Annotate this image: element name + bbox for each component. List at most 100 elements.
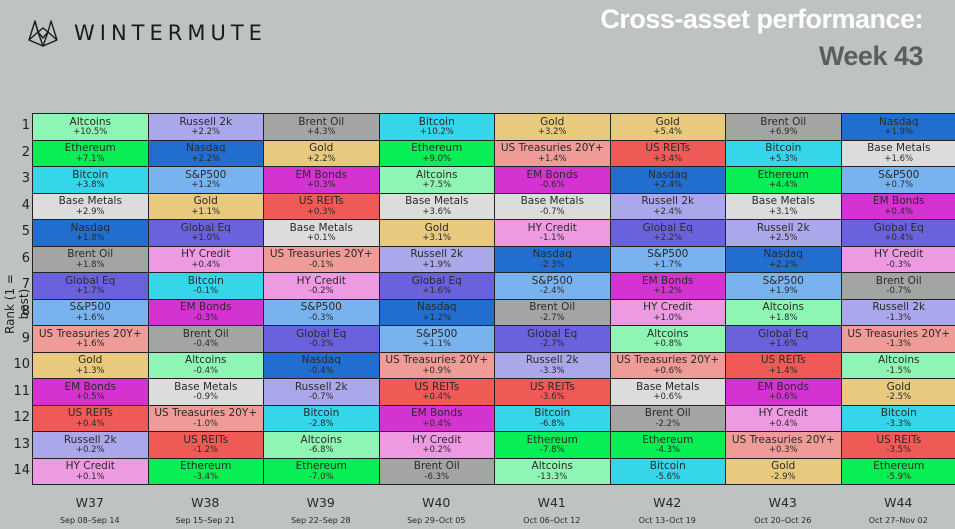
- asset-name: US Treasuries 20Y+: [38, 327, 142, 340]
- asset-name: Global Eq: [65, 274, 116, 287]
- asset-return: +0.2%: [422, 445, 452, 456]
- table-cell: EM Bonds +0.4%: [379, 405, 495, 432]
- table-cell: Altcoins -13.3%: [495, 458, 611, 485]
- asset-name: Bitcoin: [303, 407, 340, 420]
- rank-label: 12: [13, 410, 30, 426]
- table-cell: HY Credit +0.2%: [379, 432, 495, 459]
- table-cell: US Treasuries 20Y+ +0.3%: [726, 432, 842, 459]
- week-label: W37 Sep 08–Sep 14: [32, 495, 148, 525]
- week-label: W42 Oct 13–Oct 19: [610, 495, 726, 525]
- rank-label: 11: [13, 383, 30, 399]
- asset-name: HY Credit: [65, 460, 115, 473]
- asset-name: Russell 2k: [872, 301, 926, 314]
- asset-name: Base Metals: [58, 195, 122, 208]
- asset-name: Bitcoin: [187, 274, 224, 287]
- asset-name: EM Bonds: [295, 168, 347, 181]
- table-cell: Brent Oil +6.9%: [726, 114, 842, 141]
- asset-return: -2.3%: [539, 259, 565, 270]
- table-cell: Altcoins +10.5%: [33, 114, 149, 141]
- asset-name: Russell 2k: [525, 354, 579, 367]
- asset-return: +10.2%: [419, 127, 454, 138]
- week-date-range: Sep 08–Sep 14: [59, 516, 120, 525]
- asset-return: +1.7%: [75, 286, 105, 297]
- asset-name: HY Credit: [296, 274, 346, 287]
- week-date-range: Oct 13–Oct 19: [638, 516, 696, 525]
- asset-name: HY Credit: [874, 248, 924, 261]
- table-cell: US Treasuries 20Y+ -1.0%: [148, 405, 264, 432]
- table-cell: Nasdaq -0.4%: [264, 352, 380, 379]
- asset-return: +1.2%: [191, 180, 221, 191]
- table-cell: EM Bonds +0.6%: [726, 379, 842, 406]
- asset-name: Brent Oil: [182, 327, 229, 340]
- week-number: W42: [653, 495, 682, 510]
- asset-return: +5.4%: [653, 127, 683, 138]
- asset-name: Base Metals: [520, 195, 584, 208]
- asset-name: Ethereum: [526, 433, 578, 446]
- week-label: W40 Sep 29–Oct 05: [379, 495, 495, 525]
- table-cell: Brent Oil -0.4%: [148, 326, 264, 353]
- asset-return: +3.6%: [422, 206, 452, 217]
- asset-name: Ethereum: [64, 142, 116, 155]
- asset-return: -0.7%: [886, 286, 912, 297]
- asset-name: Altcoins: [762, 301, 804, 314]
- week-date-range: Sep 15–Sep 21: [175, 516, 236, 525]
- table-cell: Russell 2k +1.9%: [379, 246, 495, 273]
- asset-name: Russell 2k: [294, 380, 348, 393]
- table-cell: US REITs -1.2%: [148, 432, 264, 459]
- asset-name: S&P500: [185, 168, 227, 181]
- asset-name: Base Metals: [636, 380, 700, 393]
- asset-return: -3.6%: [539, 392, 565, 403]
- asset-return: -2.5%: [886, 392, 912, 403]
- table-cell: HY Credit -0.2%: [264, 273, 380, 300]
- rank-label: 2: [21, 144, 30, 160]
- asset-name: Base Metals: [867, 142, 931, 155]
- table-cell: HY Credit +0.4%: [148, 246, 264, 273]
- asset-return: +0.3%: [306, 206, 336, 217]
- asset-name: Russell 2k: [756, 221, 810, 234]
- week-number: W40: [422, 495, 451, 510]
- asset-name: US Treasuries 20Y+: [847, 327, 951, 340]
- asset-name: Global Eq: [642, 221, 693, 234]
- asset-return: +1.1%: [191, 206, 221, 217]
- table-cell: Base Metals +0.1%: [264, 220, 380, 247]
- asset-return: +1.0%: [653, 312, 683, 323]
- table-cell: HY Credit +1.0%: [610, 299, 726, 326]
- asset-return: -2.8%: [308, 418, 334, 429]
- table-cell: Bitcoin -6.8%: [495, 405, 611, 432]
- table-cell: Base Metals +1.6%: [841, 140, 955, 167]
- asset-return: +2.2%: [191, 153, 221, 164]
- asset-name: Base Metals: [405, 195, 469, 208]
- table-cell: Gold -2.9%: [726, 458, 842, 485]
- asset-return: +0.3%: [768, 445, 798, 456]
- table-cell: Gold +3.2%: [495, 114, 611, 141]
- asset-return: -7.0%: [308, 471, 334, 482]
- week-number: W39: [306, 495, 335, 510]
- week-label: W41 Oct 06–Oct 12: [494, 495, 610, 525]
- asset-return: -13.3%: [537, 471, 568, 482]
- asset-name: HY Credit: [643, 301, 693, 314]
- asset-return: -6.3%: [424, 471, 450, 482]
- table-cell: US Treasuries 20Y+ +1.6%: [33, 326, 149, 353]
- table-cell: Base Metals -0.7%: [495, 193, 611, 220]
- chart-title: Cross-asset performance: Week 43: [600, 4, 923, 72]
- table-cell: Base Metals +3.6%: [379, 193, 495, 220]
- week-number: W37: [75, 495, 104, 510]
- week-label: W43 Oct 20–Oct 26: [725, 495, 841, 525]
- asset-return: -0.2%: [308, 286, 334, 297]
- table-cell: Altcoins +0.8%: [610, 326, 726, 353]
- table-cell: Ethereum +7.1%: [33, 140, 149, 167]
- table-cell: Nasdaq +1.8%: [33, 220, 149, 247]
- asset-name: US REITs: [760, 354, 806, 367]
- asset-return: +1.1%: [422, 339, 452, 350]
- asset-name: US REITs: [183, 433, 229, 446]
- table-cell: Bitcoin +5.3%: [726, 140, 842, 167]
- asset-name: HY Credit: [527, 221, 577, 234]
- asset-return: +10.5%: [73, 127, 108, 138]
- week-label: W39 Sep 22–Sep 28: [263, 495, 379, 525]
- asset-return: +7.5%: [422, 180, 452, 191]
- asset-name: Nasdaq: [532, 248, 573, 261]
- asset-return: +1.7%: [653, 259, 683, 270]
- asset-name: Russell 2k: [63, 433, 117, 446]
- table-cell: S&P500 +1.9%: [726, 273, 842, 300]
- asset-return: -2.7%: [539, 339, 565, 350]
